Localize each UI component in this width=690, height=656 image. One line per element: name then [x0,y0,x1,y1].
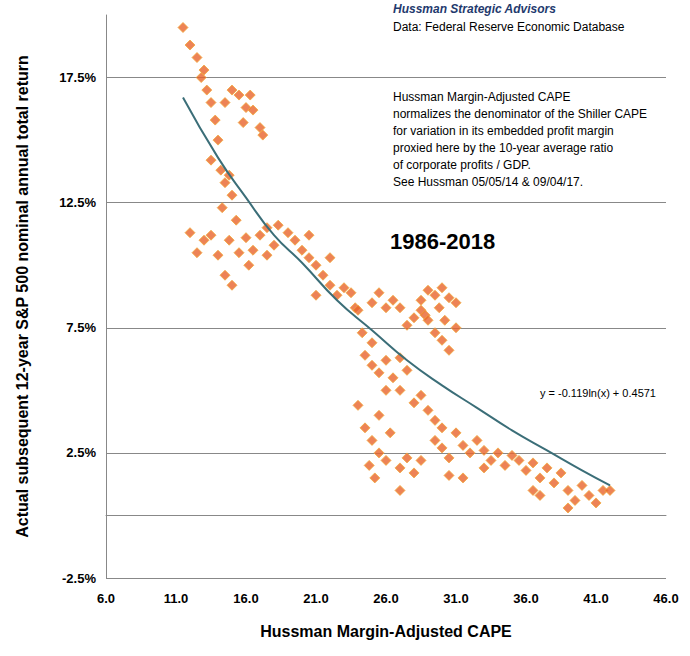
svg-text:36.0: 36.0 [513,591,538,606]
svg-text:21.0: 21.0 [303,591,328,606]
svg-text:Hussman Strategic Advisors: Hussman Strategic Advisors [393,2,556,16]
svg-text:Data: Federal Reserve Economic: Data: Federal Reserve Economic Database [393,20,625,34]
svg-text:y = -0.119ln(x) + 0.4571: y = -0.119ln(x) + 0.4571 [540,387,656,399]
svg-text:17.5%: 17.5% [59,70,96,85]
svg-text:Hussman Margin-Adjusted CAPE: Hussman Margin-Adjusted CAPE [393,90,570,104]
svg-text:16.0: 16.0 [233,591,258,606]
svg-text:of corporate profits / GDP.: of corporate profits / GDP. [393,158,531,172]
svg-text:proxied here by the 10-year av: proxied here by the 10-year average rati… [393,141,613,155]
svg-text:normalizes the denominator of: normalizes the denominator of the Shille… [393,107,647,121]
svg-text:12.5%: 12.5% [59,195,96,210]
svg-text:-2.5%: -2.5% [62,571,96,586]
svg-text:31.0: 31.0 [443,591,468,606]
svg-text:1986-2018: 1986-2018 [390,229,495,254]
svg-text:11.0: 11.0 [164,591,189,606]
svg-text:7.5%: 7.5% [66,320,96,335]
svg-text:Hussman Margin-Adjusted CAPE: Hussman Margin-Adjusted CAPE [260,623,512,640]
svg-text:46.0: 46.0 [653,591,678,606]
svg-text:See Hussman 05/05/14 & 09/04/1: See Hussman 05/05/14 & 09/04/17. [393,175,583,189]
svg-text:2.5%: 2.5% [66,445,96,460]
svg-text:Actual subsequent 12-year S&P: Actual subsequent 12-year S&P 500 nomina… [14,55,31,538]
svg-text:6.0: 6.0 [97,591,115,606]
svg-text:41.0: 41.0 [583,591,608,606]
svg-text:for variation in its embedded: for variation in its embedded profit mar… [393,124,614,138]
svg-text:26.0: 26.0 [373,591,398,606]
